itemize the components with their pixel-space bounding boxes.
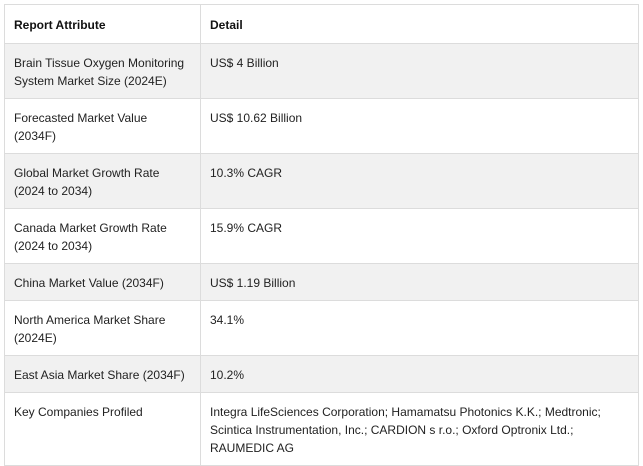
attribute-cell: China Market Value (2034F) (4, 263, 201, 301)
table-row: Forecasted Market Value (2034F) US$ 10.6… (4, 98, 639, 154)
table-row: North America Market Share (2024E) 34.1% (4, 300, 639, 356)
detail-cell: US$ 1.19 Billion (200, 263, 639, 301)
table-row: China Market Value (2034F) US$ 1.19 Bill… (4, 263, 639, 301)
detail-cell: 15.9% CAGR (200, 208, 639, 264)
report-table-container: Report Attribute Detail Brain Tissue Oxy… (4, 4, 639, 466)
table-row: Canada Market Growth Rate (2024 to 2034)… (4, 208, 639, 264)
attribute-cell: Brain Tissue Oxygen Monitoring System Ma… (4, 43, 201, 99)
attribute-cell: East Asia Market Share (2034F) (4, 355, 201, 393)
detail-cell: US$ 4 Billion (200, 43, 639, 99)
attribute-cell: Key Companies Profiled (4, 392, 201, 466)
attribute-cell: Canada Market Growth Rate (2024 to 2034) (4, 208, 201, 264)
table-row: Brain Tissue Oxygen Monitoring System Ma… (4, 43, 639, 99)
detail-cell: Integra LifeSciences Corporation; Hamama… (200, 392, 639, 466)
detail-cell: 10.3% CAGR (200, 153, 639, 209)
attribute-cell: Global Market Growth Rate (2024 to 2034) (4, 153, 201, 209)
attribute-cell: North America Market Share (2024E) (4, 300, 201, 356)
table-row: Key Companies Profiled Integra LifeScien… (4, 392, 639, 466)
table-row: East Asia Market Share (2034F) 10.2% (4, 355, 639, 393)
detail-cell: 10.2% (200, 355, 639, 393)
detail-cell: 34.1% (200, 300, 639, 356)
detail-cell: US$ 10.62 Billion (200, 98, 639, 154)
report-attributes-table: Report Attribute Detail Brain Tissue Oxy… (4, 4, 639, 466)
header-report-attribute: Report Attribute (4, 4, 201, 44)
table-header-row: Report Attribute Detail (4, 4, 639, 44)
header-detail: Detail (200, 4, 639, 44)
table-row: Global Market Growth Rate (2024 to 2034)… (4, 153, 639, 209)
attribute-cell: Forecasted Market Value (2034F) (4, 98, 201, 154)
